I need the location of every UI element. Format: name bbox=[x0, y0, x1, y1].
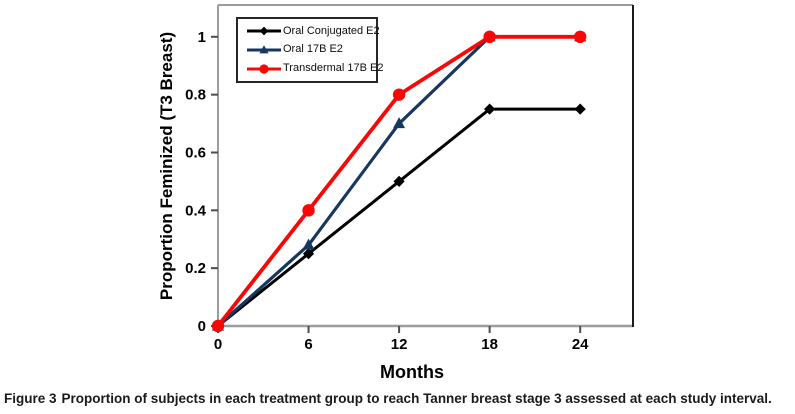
y-tick-label: 0.2 bbox=[185, 260, 206, 277]
series-transdermal-17b-e2 bbox=[211, 30, 587, 333]
x-axis-title: Months bbox=[380, 362, 444, 382]
series-line bbox=[217, 107, 581, 328]
diamond-marker-icon bbox=[247, 26, 281, 36]
x-tick-label: 6 bbox=[304, 336, 312, 353]
diamond-marker bbox=[302, 248, 315, 260]
x-tick-label: 0 bbox=[214, 336, 222, 353]
figure-caption-label: Figure 3 bbox=[4, 391, 57, 406]
x-tick-label: 24 bbox=[572, 336, 589, 353]
y-tick-label: 0.8 bbox=[185, 87, 206, 104]
legend-item-oral-17b-e2: Oral 17B E2 bbox=[246, 43, 376, 57]
figure-caption-text: Proportion of subjects in each treatment… bbox=[61, 391, 772, 406]
x-tick-label: 12 bbox=[391, 336, 408, 353]
y-tick-label: 0 bbox=[198, 318, 206, 335]
diamond-marker bbox=[259, 26, 269, 36]
legend-label: Oral 17B E2 bbox=[283, 43, 343, 56]
circle-marker bbox=[483, 30, 496, 44]
figure-caption: Figure 3 Proportion of subjects in each t… bbox=[4, 391, 772, 406]
y-tick-label: 0.6 bbox=[185, 144, 206, 161]
circle-marker bbox=[302, 204, 315, 217]
circle-marker bbox=[259, 64, 269, 74]
legend-label: Transdermal 17B E2 bbox=[283, 62, 384, 75]
circle-marker-icon bbox=[247, 64, 281, 74]
legend-item-oral-conjugated-e2: Oral Conjugated E2 bbox=[246, 24, 380, 38]
y-axis-title: Proportion Feminized (T3 Breast) bbox=[157, 31, 176, 301]
circle-marker bbox=[573, 30, 587, 44]
legend-item-transdermal-17b-e2: Transdermal 17B E2 bbox=[246, 62, 383, 76]
triangle-marker-icon bbox=[247, 45, 281, 54]
circle-marker bbox=[392, 88, 406, 101]
legend-label: Oral Conjugated E2 bbox=[283, 24, 380, 37]
circle-marker bbox=[211, 319, 225, 333]
y-tick-label: 0.4 bbox=[185, 202, 207, 219]
series-oral-conjugated-e2 bbox=[212, 103, 586, 332]
triangle-marker bbox=[259, 45, 269, 54]
triangle-marker bbox=[302, 238, 315, 250]
diamond-marker bbox=[484, 103, 496, 115]
legend: Oral Conjugated E2 Oral 17B E2 Transderm… bbox=[236, 17, 383, 83]
diamond-marker bbox=[574, 103, 586, 115]
y-tick-label: 1 bbox=[198, 29, 206, 46]
diamond-marker bbox=[393, 175, 405, 188]
triangle-marker bbox=[393, 117, 406, 129]
x-tick-label: 18 bbox=[481, 336, 498, 353]
